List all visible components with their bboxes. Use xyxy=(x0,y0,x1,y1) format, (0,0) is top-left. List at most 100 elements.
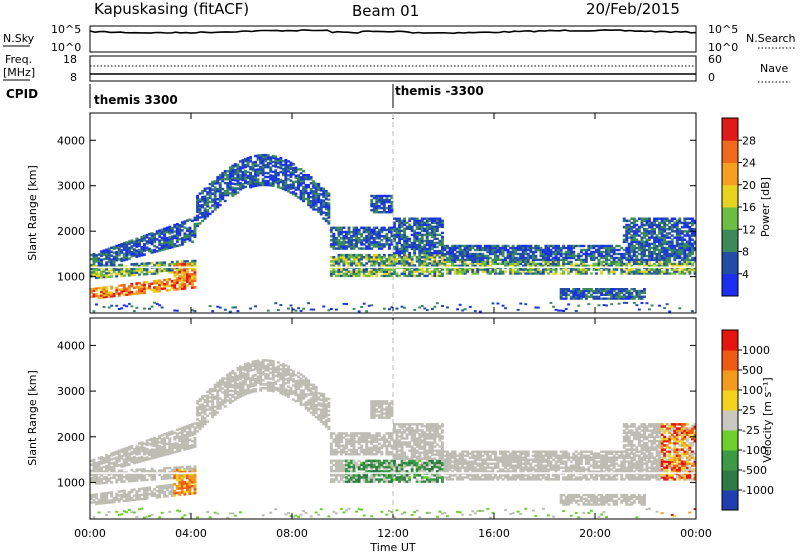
scatter-cell xyxy=(218,197,222,201)
scatter-cell xyxy=(127,257,131,260)
scatter-cell xyxy=(428,245,432,249)
scatter-cell xyxy=(456,254,459,258)
scatter-cell xyxy=(95,270,98,274)
scatter-cell xyxy=(625,272,629,275)
scatter-cell xyxy=(658,248,661,252)
scatter-cell xyxy=(160,244,164,248)
scatter-cell xyxy=(597,295,601,298)
scatter-cell xyxy=(173,275,177,278)
scatter-cell xyxy=(102,294,106,297)
power-y-label: Slant Range [km] xyxy=(26,165,39,261)
scatter-cell xyxy=(102,457,106,460)
scatter-cell xyxy=(289,185,293,188)
scatter-cell xyxy=(193,273,197,276)
scatter-cell xyxy=(329,264,333,267)
scatter-cell xyxy=(271,184,275,187)
scatter-cell xyxy=(660,258,664,262)
scatter-cell xyxy=(246,160,250,164)
scatter-cell xyxy=(127,445,131,449)
scatter-cell xyxy=(388,204,391,208)
scatter-cell xyxy=(155,453,159,457)
scatter-cell xyxy=(559,250,563,254)
scatter-cell xyxy=(228,182,232,185)
scatter-cell xyxy=(620,258,624,262)
scatter-cell xyxy=(261,155,265,159)
scatter-cell xyxy=(685,234,689,237)
scatter-cell xyxy=(357,258,361,261)
scatter-cell xyxy=(158,437,162,440)
scatter-cell xyxy=(428,217,432,220)
scatter-cell xyxy=(211,403,215,407)
scatter-cell xyxy=(112,270,116,274)
scatter-cell xyxy=(569,254,573,258)
scatter-cell xyxy=(180,426,184,430)
scatter-cell xyxy=(158,485,162,488)
scatter-cell xyxy=(435,264,439,267)
scatter-cell xyxy=(423,253,427,257)
scatter-cell xyxy=(163,267,167,270)
scatter-cell xyxy=(350,245,353,248)
scatter-cell xyxy=(488,272,492,275)
scatter-cell xyxy=(648,248,651,252)
scatter-cell xyxy=(375,196,379,200)
scatter-cell xyxy=(160,450,164,453)
scatter-cell xyxy=(143,491,146,494)
scatter-cell xyxy=(491,268,495,271)
scatter-cell xyxy=(446,244,449,248)
scatter-cell xyxy=(140,455,144,459)
scatter-cell xyxy=(135,269,139,272)
scatter-cell xyxy=(590,295,593,298)
scatter-cell xyxy=(153,450,156,453)
scatter-cell xyxy=(630,254,634,258)
scatter-cell xyxy=(693,258,697,262)
scatter-cell xyxy=(92,462,96,466)
scatter-cell xyxy=(511,260,515,263)
scatter-cell xyxy=(395,243,399,247)
scatter-cell xyxy=(266,179,270,183)
scatter-cell xyxy=(400,221,404,224)
scatter-cell xyxy=(443,252,447,256)
scatter-cell xyxy=(183,436,187,439)
scatter-cell xyxy=(380,262,384,265)
scatter-cell xyxy=(153,438,156,442)
scatter-cell xyxy=(658,230,661,233)
scatter-cell xyxy=(423,233,427,237)
scatter-cell xyxy=(191,478,194,482)
scatter-cell xyxy=(115,460,119,463)
scatter-cell xyxy=(127,497,131,500)
scatter-cell xyxy=(466,246,470,250)
scatter-cell xyxy=(191,286,194,289)
scatter-cell xyxy=(196,204,199,208)
scatter-cell xyxy=(607,262,611,265)
scatter-cell xyxy=(410,272,414,275)
scatter-cell xyxy=(102,264,106,267)
scatter-cell xyxy=(107,457,111,460)
scatter-cell xyxy=(451,268,454,271)
scatter-cell xyxy=(213,194,217,197)
scatter-cell xyxy=(531,272,535,275)
scatter-cell xyxy=(132,448,136,451)
scatter-cell xyxy=(400,235,404,239)
scatter-cell xyxy=(213,192,217,195)
scatter-cell xyxy=(304,191,308,195)
scatter-cell xyxy=(269,170,273,173)
scatter-cell xyxy=(382,243,386,246)
scatter-cell xyxy=(337,262,341,265)
scatter-cell xyxy=(413,241,417,245)
scatter-cell xyxy=(206,398,210,401)
scatter-cell xyxy=(254,176,257,180)
scatter-cell xyxy=(665,272,669,275)
scatter-cell xyxy=(143,474,146,477)
scatter-cell xyxy=(400,223,404,226)
scatter-cell xyxy=(428,219,432,222)
scatter-cell xyxy=(665,254,669,258)
scatter-cell xyxy=(463,248,467,252)
scatter-cell xyxy=(678,272,682,275)
scatter-cell xyxy=(645,223,649,227)
scatter-cell xyxy=(203,215,207,218)
scatter-cell xyxy=(456,308,459,311)
scatter-cell xyxy=(317,194,321,198)
scatter-cell xyxy=(398,225,401,228)
scatter-cell xyxy=(231,178,235,181)
scatter-cell xyxy=(186,265,189,268)
